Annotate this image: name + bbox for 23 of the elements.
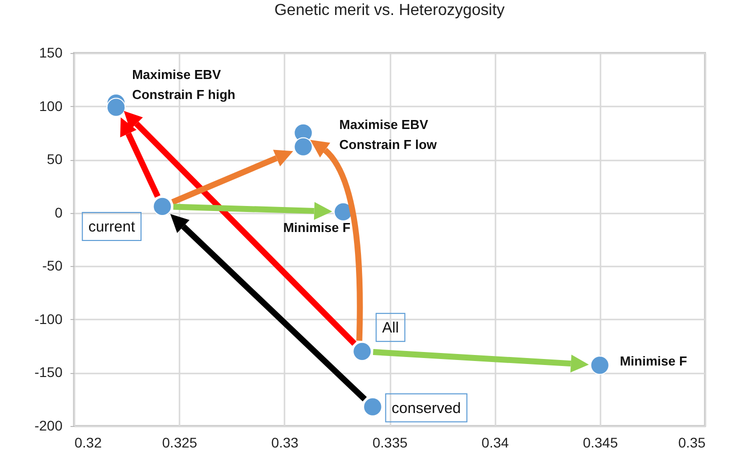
y-tick-label: -100 bbox=[34, 310, 63, 327]
annotation: current bbox=[88, 218, 136, 236]
annotation: Maximise EBV Constrain F high bbox=[132, 67, 236, 102]
annotation: All bbox=[382, 319, 399, 336]
y-tick-label: -150 bbox=[34, 364, 63, 380]
annotation: Minimise F bbox=[620, 353, 688, 368]
annotation: conserved bbox=[392, 400, 461, 417]
x-tick-label: 0.335 bbox=[372, 434, 408, 450]
x-tick-label: 0.345 bbox=[582, 434, 618, 450]
x-tick-label: 0.325 bbox=[162, 434, 198, 450]
y-tick-label: 150 bbox=[39, 44, 63, 60]
y-tick-label: 50 bbox=[46, 151, 63, 168]
annotation: Minimise F bbox=[283, 220, 350, 235]
x-tick-label: 0.32 bbox=[74, 434, 102, 450]
chart-title: Genetic merit vs. Heterozygosity bbox=[274, 2, 505, 19]
y-tick-label: -200 bbox=[34, 418, 63, 434]
x-tick-label: 0.34 bbox=[482, 434, 510, 450]
x-tick-label: 0.33 bbox=[271, 434, 299, 450]
x-tick-label: 0.35 bbox=[678, 434, 706, 450]
y-tick-label: 100 bbox=[39, 98, 63, 114]
y-tick-label: -50 bbox=[42, 258, 63, 274]
y-tick-label: 0 bbox=[54, 204, 63, 220]
annotation: Maximise EBV Constrain F low bbox=[339, 116, 438, 152]
